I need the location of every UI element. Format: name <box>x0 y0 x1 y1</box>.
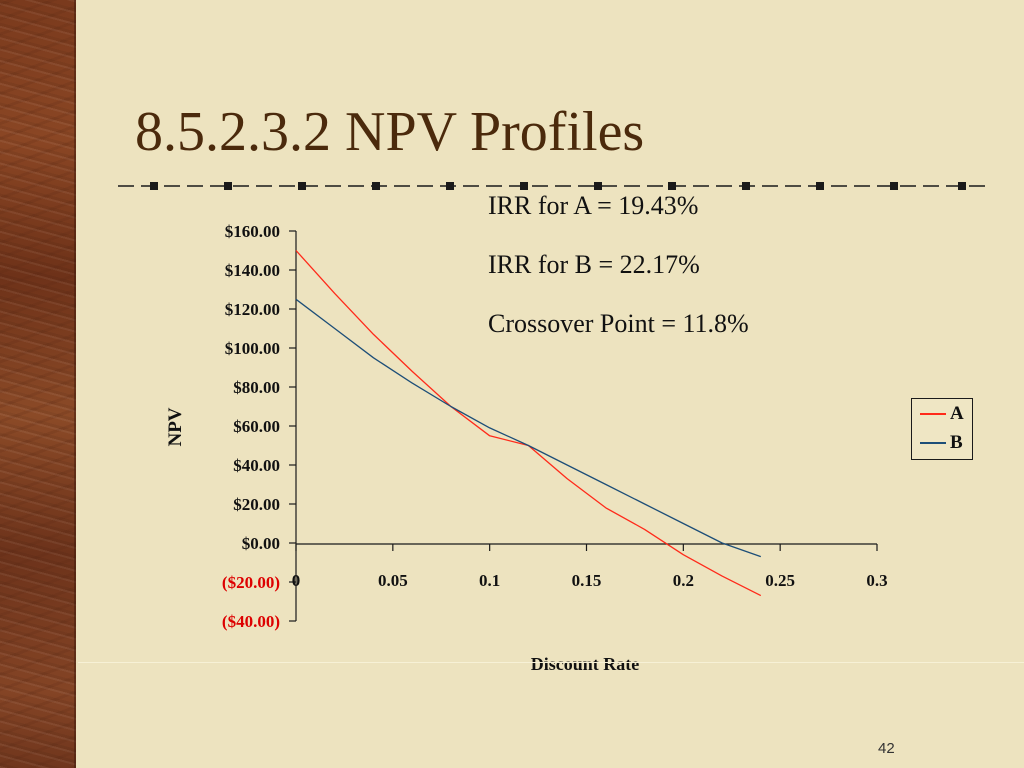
series-line-b <box>295 298 762 558</box>
y-tick-label: ($40.00) <box>222 612 280 631</box>
legend-label-b: B <box>950 432 963 453</box>
x-tick-label: 0.25 <box>765 571 795 590</box>
y-tick-label: $40.00 <box>233 456 280 475</box>
legend-label-a: A <box>950 403 964 424</box>
y-tick-label: $120.00 <box>225 300 280 319</box>
x-tick-label: 0.15 <box>572 571 602 590</box>
x-tick-label: 0 <box>292 571 301 590</box>
decorative-side-bar <box>0 0 76 768</box>
y-tick-label: $100.00 <box>225 339 280 358</box>
y-tick-label: $140.00 <box>225 261 280 280</box>
legend-swatch-b <box>920 442 946 444</box>
y-tick-label: $60.00 <box>233 417 280 436</box>
irr-notes: IRR for A = 19.43% IRR for B = 22.17% Cr… <box>488 191 749 368</box>
x-tick-label: 0.2 <box>673 571 694 590</box>
page-number: 42 <box>878 740 895 757</box>
x-tick-label: 0.3 <box>866 571 887 590</box>
chart-legend: A B <box>911 398 973 460</box>
legend-swatch-a <box>920 413 946 415</box>
y-tick-label: ($20.00) <box>222 573 280 592</box>
y-tick-label: $80.00 <box>233 378 280 397</box>
x-axis-title: Discount Rate <box>531 654 640 674</box>
y-tick-label: $0.00 <box>242 534 280 553</box>
title-divider <box>118 182 990 190</box>
slide-title: 8.5.2.3.2 NPV Profiles <box>135 101 645 163</box>
y-tick-label: $160.00 <box>225 222 280 241</box>
x-tick-label: 0.1 <box>479 571 500 590</box>
y-tick-label: $20.00 <box>233 495 280 514</box>
legend-entry-b: B <box>920 432 963 454</box>
irr-a-note: IRR for A = 19.43% <box>488 191 699 220</box>
legend-entry-a: A <box>920 403 964 425</box>
footer-divider <box>78 662 1024 663</box>
irr-b-note: IRR for B = 22.17% <box>488 250 700 279</box>
crossover-note: Crossover Point = 11.8% <box>488 309 749 338</box>
y-axis-title: NPV <box>165 407 186 446</box>
x-tick-label: 0.05 <box>378 571 408 590</box>
